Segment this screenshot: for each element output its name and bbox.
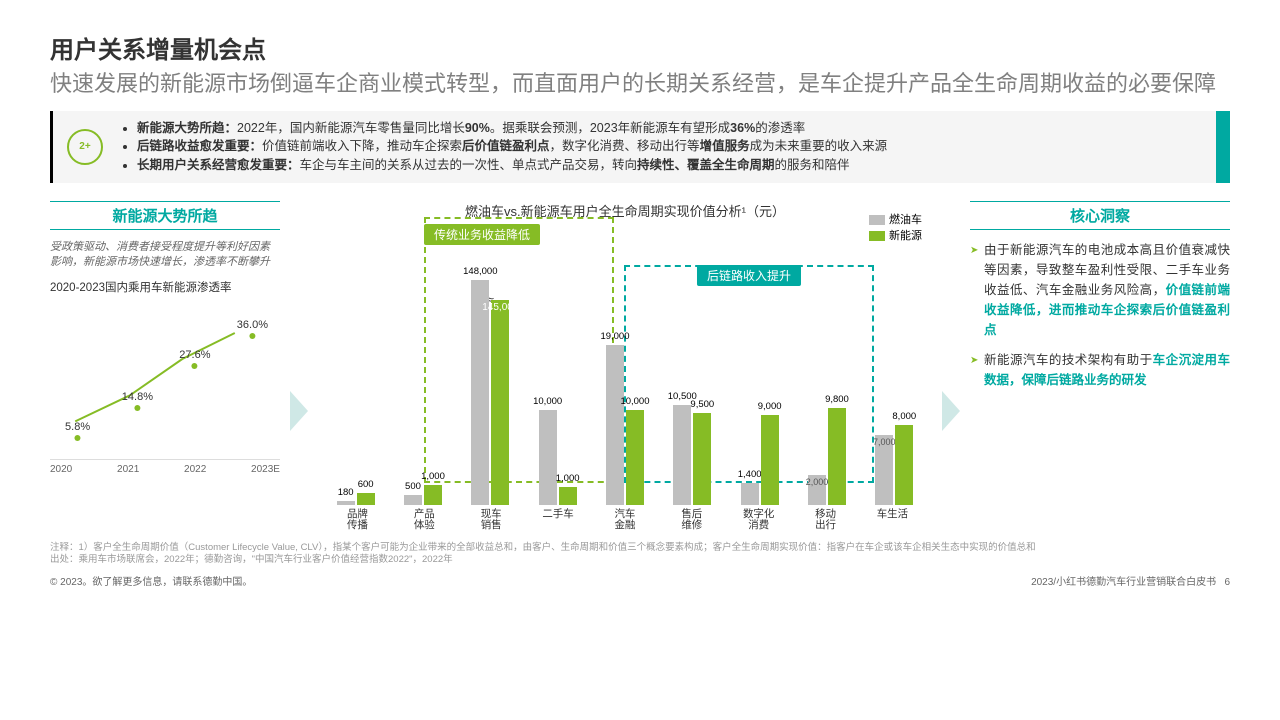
bar-label: 现车销售 — [469, 509, 513, 532]
banner-bullets: 新能源大势所趋：2022年，国内新能源汽车零售量同比增长90%。据乘联会预测，2… — [121, 119, 1216, 175]
bar-label: 售后维修 — [670, 509, 714, 532]
footer-left: © 2023。欲了解更多信息，请联系德勤中国。 — [50, 573, 252, 588]
bar-label: 数字化消费 — [737, 509, 781, 532]
car-icon: 2+ — [67, 129, 103, 165]
bar-gas: 1,400 — [741, 483, 759, 505]
bar-label: 汽车金融 — [603, 509, 647, 532]
bar-ev: 9,000 — [761, 415, 779, 505]
bar-ev: 600 — [357, 493, 375, 505]
bar-gas: 19,000 — [606, 345, 624, 505]
page-number: 6 — [1224, 577, 1230, 588]
banner-bullet: 后链路收益愈发重要：价值链前端收入下降，推动车企探索后价值链盈利点，数字化消费、… — [137, 137, 1216, 156]
bar-gas: 10,500 — [673, 405, 691, 505]
bar-gas: 180 — [337, 501, 355, 505]
bar-gas: 7,000 — [875, 435, 893, 505]
insight-item: 新能源汽车的技术架构有助于车企沉淀用车数据，保障后链路业务的研发 — [970, 350, 1230, 390]
bar-label: 品牌传播 — [335, 509, 379, 532]
bar-label: 二手车 — [536, 509, 580, 532]
year-label: 2023E — [251, 464, 280, 475]
insights-list: 由于新能源汽车的电池成本高且价值衰减快等因素，导致整车盈利性受限、二手车业务收益… — [970, 240, 1230, 390]
bar-group: 1,4009,000 — [741, 415, 779, 505]
arrow-icon — [290, 391, 308, 431]
slide: 用户关系增量机会点 快速发展的新能源市场倒逼车企商业模式转型，而直面用户的长期关… — [0, 0, 1280, 598]
year-label: 2022 — [184, 464, 206, 475]
bar-chart: 后链路收入提升 1806005001,000≈148,000145,00010,… — [324, 245, 926, 505]
bar-group: 7,0008,000 — [875, 425, 913, 505]
banner-bullet: 新能源大势所趋：2022年，国内新能源汽车零售量同比增长90%。据乘联会预测，2… — [137, 119, 1216, 138]
chart-title: 燃油车vs.新能源车用户全生命周期实现价值分析¹（元） — [324, 201, 926, 220]
content-row: 新能源大势所趋 受政策驱动、消费者接受程度提升等利好因素影响，新能源市场快速增长… — [50, 201, 1230, 532]
line-point: 27.6% — [179, 349, 210, 369]
page-subtitle: 快速发展的新能源市场倒逼车企商业模式转型，而直面用户的长期关系经营，是车企提升产… — [50, 69, 1230, 99]
bar-ev: 9,800 — [828, 408, 846, 505]
bar-ev: 8,000 — [895, 425, 913, 505]
banner-bullet: 长期用户关系经营愈发重要：车企与车主间的关系从过去的一次性、单点式产品交易，转向… — [137, 156, 1216, 175]
footer: © 2023。欲了解更多信息，请联系德勤中国。 2023/小红书德勤汽车行业营销… — [50, 573, 1230, 588]
tag-backend: 后链路收入提升 — [697, 265, 801, 286]
bar-label: 移动出行 — [804, 509, 848, 532]
bar-ev: 10,000 — [626, 410, 644, 505]
key-points-banner: 2+ 新能源大势所趋：2022年，国内新能源汽车零售量同比增长90%。据乘联会预… — [50, 111, 1230, 183]
bar-ev: 1,000 — [559, 487, 577, 505]
title-block: 用户关系增量机会点 快速发展的新能源市场倒逼车企商业模式转型，而直面用户的长期关… — [50, 30, 1230, 99]
middle-panel: 燃油车vs.新能源车用户全生命周期实现价值分析¹（元） 传统业务收益降低 燃油车… — [318, 201, 932, 532]
year-label: 2021 — [117, 464, 139, 475]
footer-right: 2023/小红书德勤汽车行业营销联合白皮书 — [1031, 577, 1216, 588]
bar-ev: 1,000 — [424, 485, 442, 505]
line-xaxis: 2020 2021 2022 2023E — [50, 459, 280, 475]
year-label: 2020 — [50, 464, 72, 475]
bar-gas: 10,000 — [539, 410, 557, 505]
line-point: 14.8% — [122, 391, 153, 411]
bar-group: 10,5009,500 — [673, 405, 711, 505]
bar-group: 19,00010,000 — [606, 345, 644, 505]
bar-group: ≈148,000145,000 — [471, 280, 509, 505]
arrow-icon — [942, 391, 960, 431]
left-heading: 新能源大势所趋 — [50, 201, 280, 230]
insight-item: 由于新能源汽车的电池成本高且价值衰减快等因素，导致整车盈利性受限、二手车业务收益… — [970, 240, 1230, 340]
page-title: 用户关系增量机会点 — [50, 30, 1230, 65]
bar-group: 5001,000 — [404, 485, 442, 505]
footnote: 注释：1）客户全生命周期价值（Customer Lifecycle Value,… — [50, 542, 1230, 567]
bar-xaxis: 品牌传播产品体验现车销售二手车汽车金融售后维修数字化消费移动出行车生活 — [324, 509, 926, 532]
bar-ev: 9,500 — [693, 413, 711, 505]
line-point: 5.8% — [65, 421, 90, 441]
dashed-box-1 — [424, 217, 614, 483]
bar-ev: 145,000 — [491, 300, 509, 505]
left-panel: 新能源大势所趋 受政策驱动、消费者接受程度提升等利好因素影响，新能源市场快速增长… — [50, 201, 280, 532]
bar-label: 车生活 — [870, 509, 914, 532]
right-heading: 核心洞察 — [970, 201, 1230, 230]
tag-traditional: 传统业务收益降低 — [424, 224, 540, 245]
right-panel: 核心洞察 由于新能源汽车的电池成本高且价值衰减快等因素，导致整车盈利性受限、二手… — [970, 201, 1230, 532]
bar-gas: 148,000 — [471, 280, 489, 505]
line-chart: 5.8% 14.8% 27.6% 36.0% — [50, 307, 280, 457]
bar-gas: 500 — [404, 495, 422, 505]
bar-group: 2,0009,800 — [808, 408, 846, 505]
bar-group: 180600 — [337, 493, 375, 505]
bar-label: 产品体验 — [402, 509, 446, 532]
bar-group: 10,0001,000 — [539, 410, 577, 505]
bar-gas: 2,000 — [808, 475, 826, 505]
left-subhead: 2020-2023国内乘用车新能源渗透率 — [50, 279, 280, 295]
left-desc: 受政策驱动、消费者接受程度提升等利好因素影响，新能源市场快速增长，渗透率不断攀升 — [50, 240, 280, 271]
line-point: 36.0% — [237, 319, 268, 339]
